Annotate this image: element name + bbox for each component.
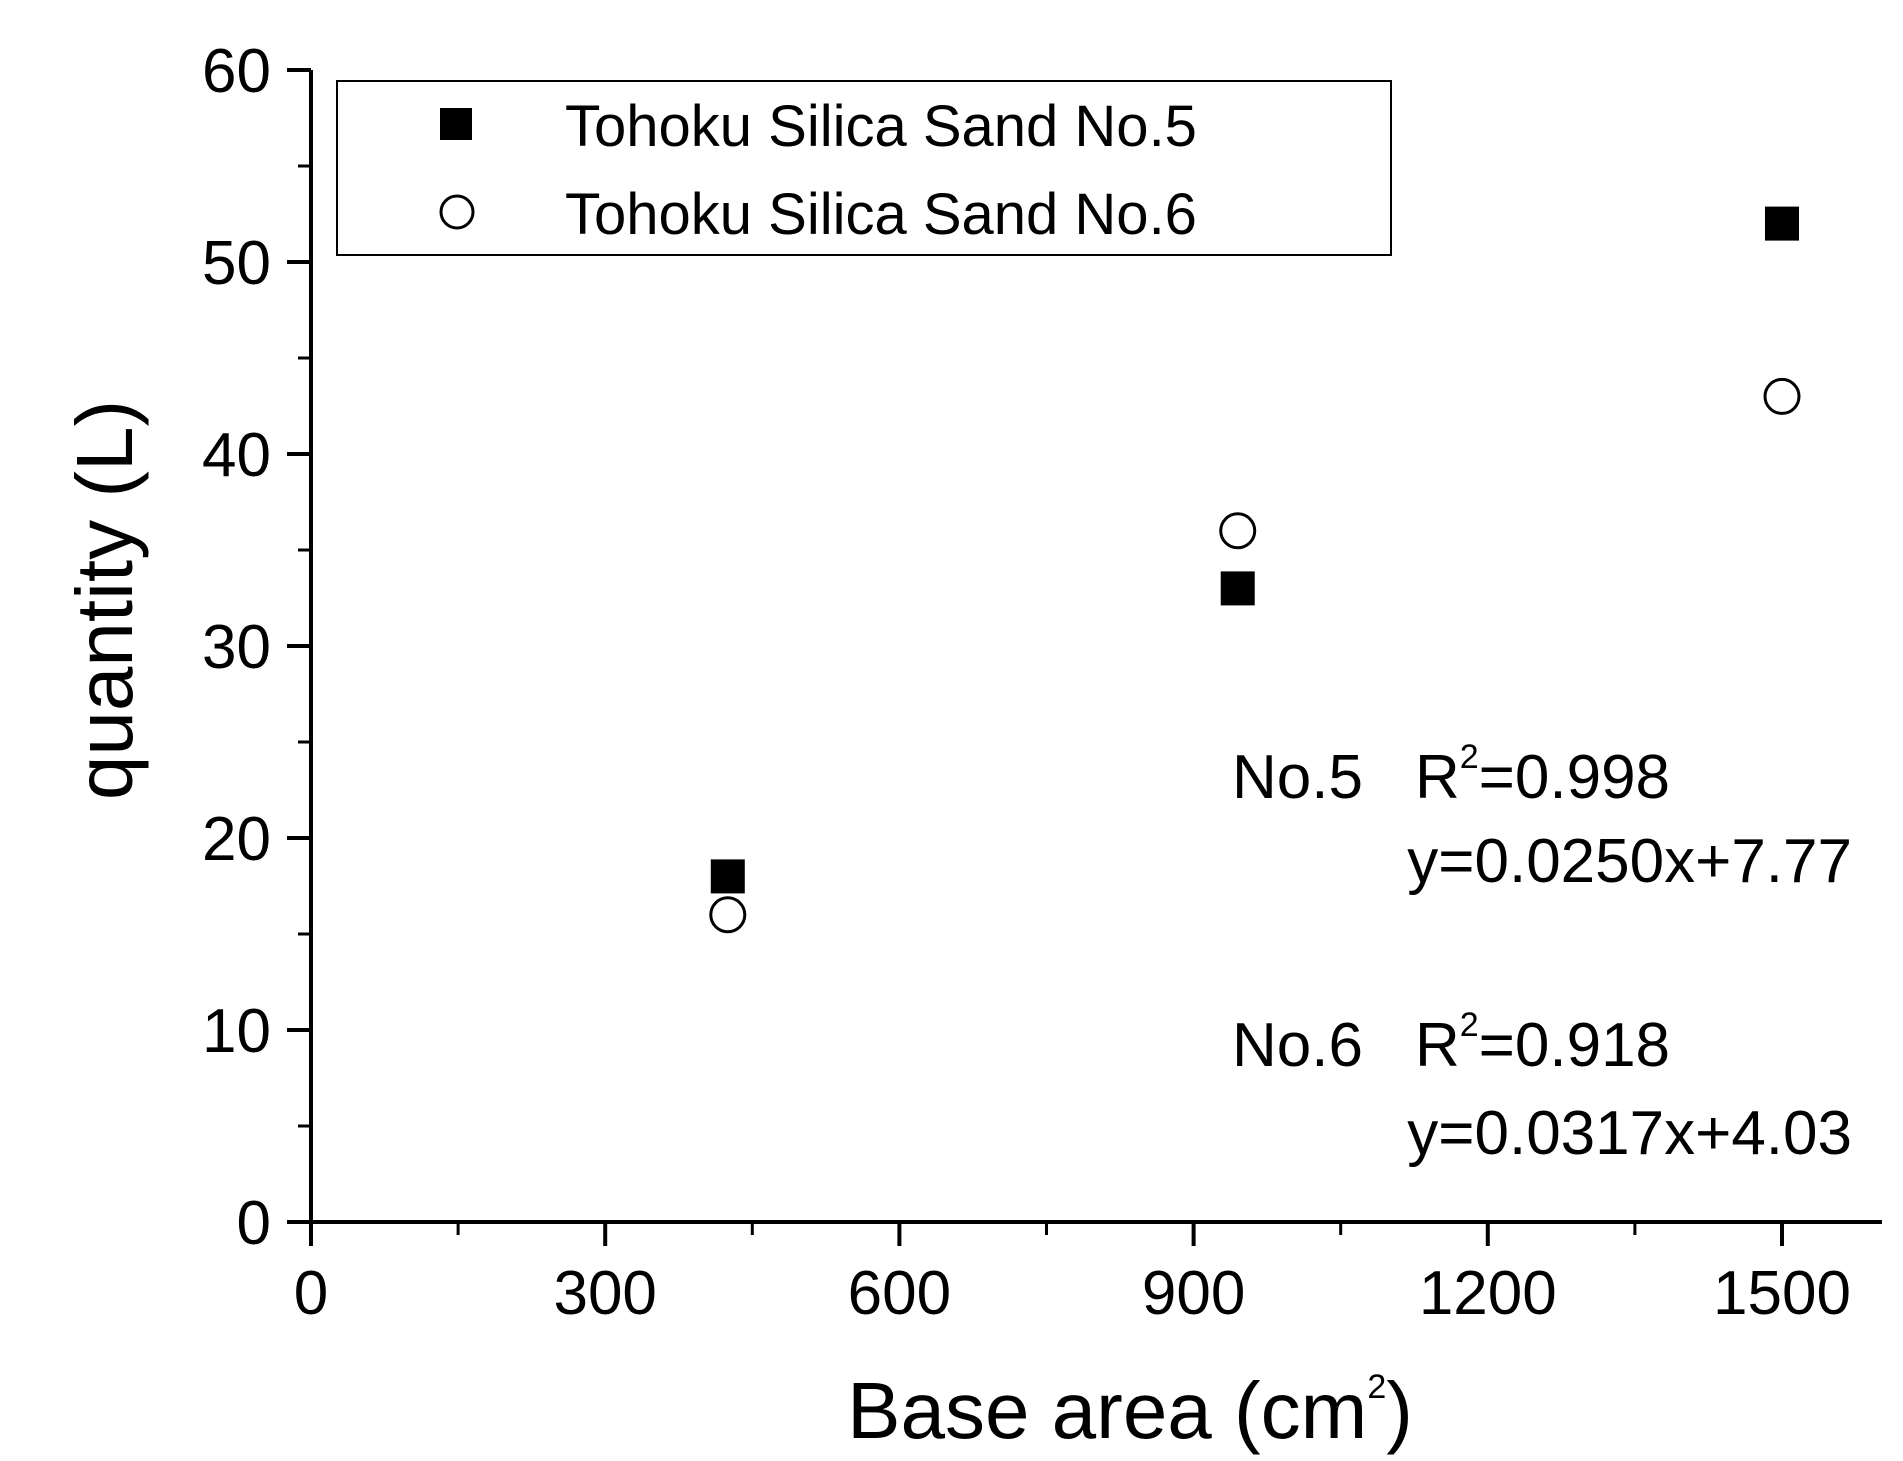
annotation-no5-equation: y=0.0250x+7.77	[1407, 827, 1852, 896]
legend: Tohoku Silica Sand No.5 Tohoku Silica Sa…	[336, 80, 1392, 256]
point-no6	[709, 896, 747, 934]
y-tick-label: 60	[202, 37, 271, 106]
point-no5	[1220, 571, 1255, 606]
x-tick-label: 1500	[1713, 1259, 1851, 1328]
legend-label-no5: Tohoku Silica Sand No.5	[565, 94, 1197, 159]
annotation-no6-equation: y=0.0317x+4.03	[1407, 1099, 1852, 1168]
y-tick-label: 50	[202, 229, 271, 298]
x-tick-label: 1200	[1419, 1259, 1557, 1328]
x-tick-label: 0	[294, 1259, 328, 1328]
point-no6	[1219, 512, 1257, 550]
legend-marker-no6	[439, 194, 475, 230]
y-tick-label: 10	[202, 997, 271, 1066]
x-tick-label: 900	[1142, 1259, 1245, 1328]
y-axis-ticks: 0 10 20 30 40 50 60	[202, 37, 311, 1258]
annotation-no5-r2: No.5 R2=0.998	[1232, 738, 1670, 812]
x-tick-label: 600	[848, 1259, 951, 1328]
y-tick-label: 30	[202, 613, 271, 682]
legend-box	[336, 80, 1392, 256]
point-no5	[1765, 206, 1799, 241]
point-no5	[710, 859, 745, 894]
annotation-no6: No.6 R2=0.918 y=0.0317x+4.03	[1232, 1006, 1852, 1168]
y-axis-title: quantity (L)	[60, 400, 149, 800]
legend-label-no6: Tohoku Silica Sand No.6	[565, 182, 1197, 247]
y-tick-label: 40	[202, 421, 271, 490]
x-tick-label: 300	[553, 1259, 656, 1328]
annotation-no6-r2: No.6 R2=0.918	[1232, 1006, 1670, 1080]
y-tick-label: 0	[237, 1189, 271, 1258]
annotation-no5: No.5 R2=0.998 y=0.0250x+7.77	[1232, 738, 1852, 896]
data-points	[709, 206, 1801, 934]
legend-marker-no5	[440, 108, 472, 140]
x-axis-title: Base area (cm2)	[847, 1366, 1413, 1455]
point-no6	[1763, 377, 1801, 415]
x-axis-ticks: 0 300 600 900 1200 1500	[294, 1222, 1851, 1328]
y-tick-label: 20	[202, 805, 271, 874]
